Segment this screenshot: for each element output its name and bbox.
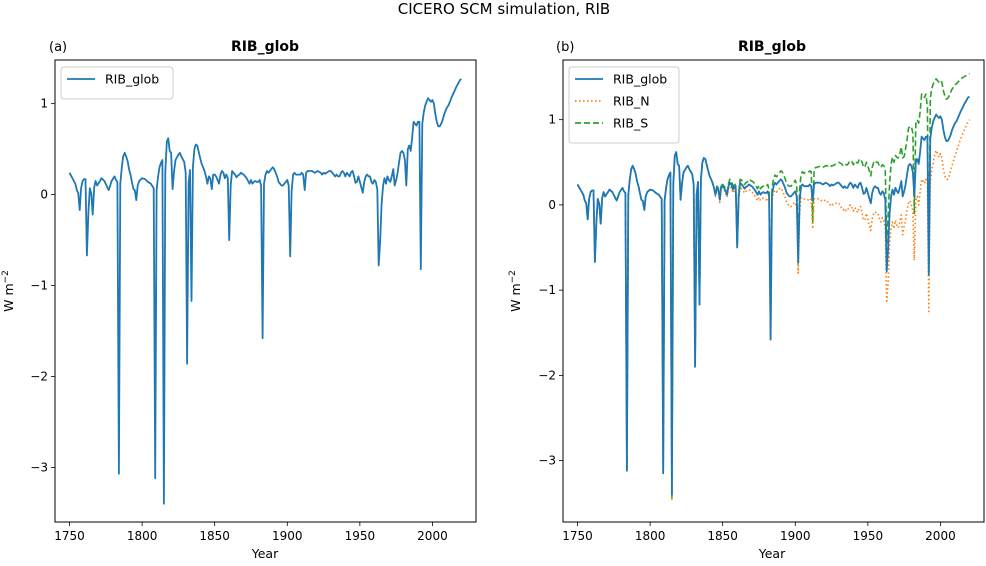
panel-a-y-tick-label: 0 (40, 188, 48, 202)
panel-a-x-tick-label: 1850 (199, 529, 230, 543)
panel-b-y-axis-label: W m−2 (508, 270, 523, 312)
panel-b-y-tick-label: 1 (548, 113, 556, 127)
panel-b-legend-label-rib-n: RIB_N (613, 94, 650, 109)
panel-b-legend-box (568, 66, 680, 144)
panel-a-x-tick-label: 2000 (417, 529, 448, 543)
panel-b-series-rib-glob (576, 95, 970, 496)
panel-a-y-tick-label: −1 (30, 279, 48, 293)
panel-b-x-tick-label: 1900 (780, 529, 811, 543)
panel-b-legend: RIB_glob RIB_N RIB_S (568, 66, 680, 144)
panel-b-x-tick-label: 1750 (562, 529, 593, 543)
panel-a-x-tick-label: 1800 (127, 529, 158, 543)
panel-b-legend-label-rib-s: RIB_S (613, 116, 648, 131)
panel-b-x-ticks: 1750 1800 1850 1900 1950 2000 (562, 522, 956, 543)
panel-a-label: (a) (49, 40, 67, 55)
panel-b: (b) RIB_glob 1750 1800 1850 1900 1950 2000 1 0… (508, 39, 985, 561)
panel-a-y-ticks: 1 0 −1 −2 −3 (30, 97, 55, 474)
panel-b-y-tick-label: −2 (538, 368, 556, 382)
panel-b-y-tick-label: −1 (538, 283, 556, 297)
panel-a-x-tick-label: 1900 (272, 529, 303, 543)
panel-a-series-rib-glob (68, 78, 462, 505)
panel-b-x-axis-label: Year (758, 546, 786, 561)
panel-a-x-axis-label: Year (251, 546, 279, 561)
panel-a-y-axis-unit: W m (1, 283, 16, 312)
panel-b-x-tick-label: 1800 (635, 529, 666, 543)
panel-a-title: RIB_glob (231, 39, 299, 55)
panel-b-y-ticks: 1 0 −1 −2 −3 (538, 113, 563, 468)
panel-a-x-ticks: 1750 1800 1850 1900 1950 2000 (54, 522, 448, 543)
panel-b-series-layer (576, 72, 971, 500)
panel-a-x-tick-label: 1750 (54, 529, 85, 543)
panel-a-legend-box (60, 66, 174, 100)
panel-b-frame (562, 59, 985, 523)
panel-a-y-tick-label: −2 (30, 369, 48, 383)
panel-b-y-axis-unit: W m (508, 283, 523, 312)
panel-a-y-tick-label: 1 (40, 97, 48, 111)
panel-b-x-tick-label: 2000 (925, 529, 956, 543)
panel-b-label: (b) (556, 40, 574, 55)
panel-a-y-axis-exponent: −2 (1, 270, 11, 283)
panel-b-y-axis-exponent: −2 (508, 270, 518, 283)
panel-a-y-tick-label: −3 (30, 460, 48, 474)
panel-a-x-tick-label: 1950 (345, 529, 376, 543)
panel-a-frame (54, 59, 477, 523)
figure-title: CICERO SCM simulation, RIB (398, 0, 610, 18)
panel-a-y-axis-label: W m−2 (1, 270, 16, 312)
panel-a-plot-area (55, 60, 476, 522)
panel-b-legend-label-rib-glob: RIB_glob (613, 72, 667, 87)
panel-b-x-tick-label: 1950 (853, 529, 884, 543)
panel-b-title: RIB_glob (738, 39, 806, 55)
panel-b-y-tick-label: −3 (538, 454, 556, 468)
panel-a-legend-label-rib-glob: RIB_glob (105, 72, 159, 87)
panel-a-series-layer (68, 78, 462, 505)
panel-b-x-tick-label: 1850 (707, 529, 738, 543)
panel-b-y-tick-label: 0 (548, 198, 556, 212)
panel-a: (a) RIB_glob 1750 1800 1850 1900 1950 2000 1 0… (1, 39, 477, 561)
panel-a-legend: RIB_glob (60, 66, 174, 100)
